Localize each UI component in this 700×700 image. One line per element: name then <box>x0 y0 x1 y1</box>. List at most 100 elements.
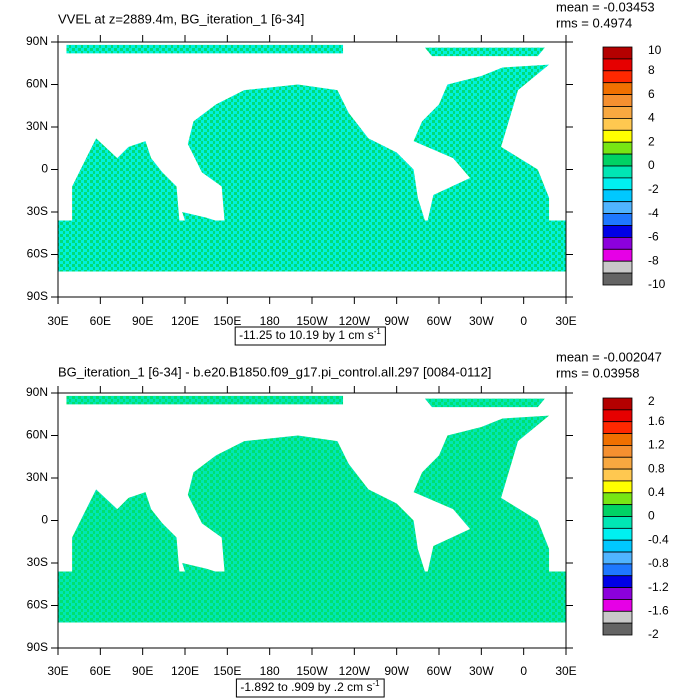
colorbar-label: -2 <box>648 182 659 196</box>
colorbar-box <box>602 433 633 446</box>
x-tick-label: 120E <box>171 314 199 328</box>
x-tick-label: 150E <box>213 664 241 678</box>
x-tick-label: 0 <box>520 664 527 678</box>
colorbar-box <box>602 516 633 529</box>
info-exponent: -1 <box>374 327 382 336</box>
colorbar-box <box>602 421 633 434</box>
colorbar-label: -1.2 <box>648 580 669 594</box>
ocean-field <box>66 44 344 54</box>
colorbar-box <box>602 189 633 203</box>
ocean-field <box>66 395 344 405</box>
y-tick-label: 90S <box>27 640 48 654</box>
colorbar-box <box>602 456 633 470</box>
x-tick-label: 60W <box>427 664 452 678</box>
ocean-field <box>72 489 180 572</box>
colorbar-label: 0.8 <box>648 461 665 475</box>
mean-label: mean = -0.03453 <box>556 0 655 14</box>
colorbar-label: -10 <box>648 277 666 291</box>
colorbar-box <box>602 444 633 458</box>
colorbar-label: 0.4 <box>648 485 665 499</box>
y-tick-label: 90N <box>26 385 48 399</box>
y-tick-label: 0 <box>41 513 48 527</box>
colorbar-label: 0 <box>648 158 655 172</box>
x-tick-label: 30E <box>555 314 576 328</box>
x-tick-label: 60W <box>427 314 452 328</box>
colorbar-label: -6 <box>648 230 659 244</box>
x-tick-label: 120W <box>339 314 371 328</box>
x-tick-label: 30E <box>47 314 68 328</box>
y-tick-label: 60S <box>27 598 48 612</box>
y-tick-label: 30N <box>26 119 48 133</box>
y-tick-label: 30S <box>27 555 48 569</box>
info-box <box>234 326 386 346</box>
colorbar-box <box>602 46 633 60</box>
info-text: -1.892 to .909 by .2 cm s <box>240 680 372 694</box>
colorbar-box <box>602 236 633 250</box>
panel-title: VVEL at z=2889.4m, BG_iteration_1 [6-34] <box>58 11 304 26</box>
colorbar-box <box>602 213 633 226</box>
ocean-field <box>424 47 545 57</box>
y-tick-label: 60N <box>26 428 48 442</box>
x-tick-label: 30E <box>555 664 576 678</box>
x-tick-label: 90W <box>384 314 409 328</box>
y-tick-label: 30N <box>26 470 48 484</box>
colorbar-label: -4 <box>648 206 659 220</box>
x-tick-label: 30E <box>47 664 68 678</box>
colorbar-box <box>602 480 633 494</box>
panel-title: BG_iteration_1 [6-34] - b.e20.B1850.f09_… <box>58 364 491 379</box>
x-tick-label: 180 <box>260 314 280 328</box>
colorbar-box <box>602 527 633 541</box>
colorbar-box <box>602 397 633 411</box>
colorbar-label: 2 <box>648 134 655 148</box>
colorbar-label: 10 <box>648 43 662 57</box>
colorbar-box <box>602 492 633 506</box>
x-tick-label: 30W <box>469 664 494 678</box>
x-tick-label: 90E <box>132 314 153 328</box>
ocean-field <box>413 415 550 572</box>
x-tick-label: 30W <box>469 314 494 328</box>
x-tick-label: 120E <box>171 664 199 678</box>
colorbar-box <box>602 106 633 119</box>
colorbar-box <box>602 610 633 624</box>
colorbar-label: 1.6 <box>648 414 665 428</box>
colorbar-box <box>602 409 633 423</box>
colorbar-box <box>602 165 633 179</box>
colorbar-box <box>602 468 633 482</box>
y-tick-label: 90S <box>27 289 48 303</box>
ocean-field <box>58 220 566 272</box>
x-tick-label: 90W <box>384 664 409 678</box>
x-tick-label: 150W <box>296 314 328 328</box>
colorbar-box <box>602 551 633 565</box>
ocean-field <box>424 398 545 408</box>
colorbar-box <box>602 599 633 612</box>
colorbar-box <box>602 177 633 191</box>
colorbar-box <box>602 129 633 143</box>
rms-label: rms = 0.03958 <box>556 365 639 380</box>
colorbar-box <box>602 225 633 238</box>
colorbar-box <box>602 70 633 84</box>
colorbar-label: -2 <box>648 627 659 641</box>
colorbar-label: 1.2 <box>648 438 665 452</box>
colorbar-box <box>602 272 633 286</box>
x-tick-label: 120W <box>339 664 371 678</box>
y-tick-label: 0 <box>41 162 48 176</box>
colorbar-box <box>602 153 633 167</box>
colorbar-box <box>602 141 633 155</box>
colorbar-label: 8 <box>648 63 655 77</box>
colorbar-label: -8 <box>648 253 659 267</box>
colorbar-box <box>602 504 633 517</box>
colorbar-label: 6 <box>648 87 655 101</box>
x-tick-label: 150W <box>296 664 328 678</box>
y-tick-label: 30S <box>27 204 48 218</box>
x-tick-label: 60E <box>90 664 111 678</box>
colorbar-label: -0.8 <box>648 556 669 570</box>
colorbar-box <box>602 260 633 274</box>
colorbar-label: 4 <box>648 111 655 125</box>
y-tick-label: 90N <box>26 34 48 48</box>
x-tick-label: 60E <box>90 314 111 328</box>
colorbar-box <box>602 563 633 577</box>
ocean-field <box>182 563 225 575</box>
ocean-field <box>58 571 566 623</box>
colorbar-label: -1.6 <box>648 603 669 617</box>
